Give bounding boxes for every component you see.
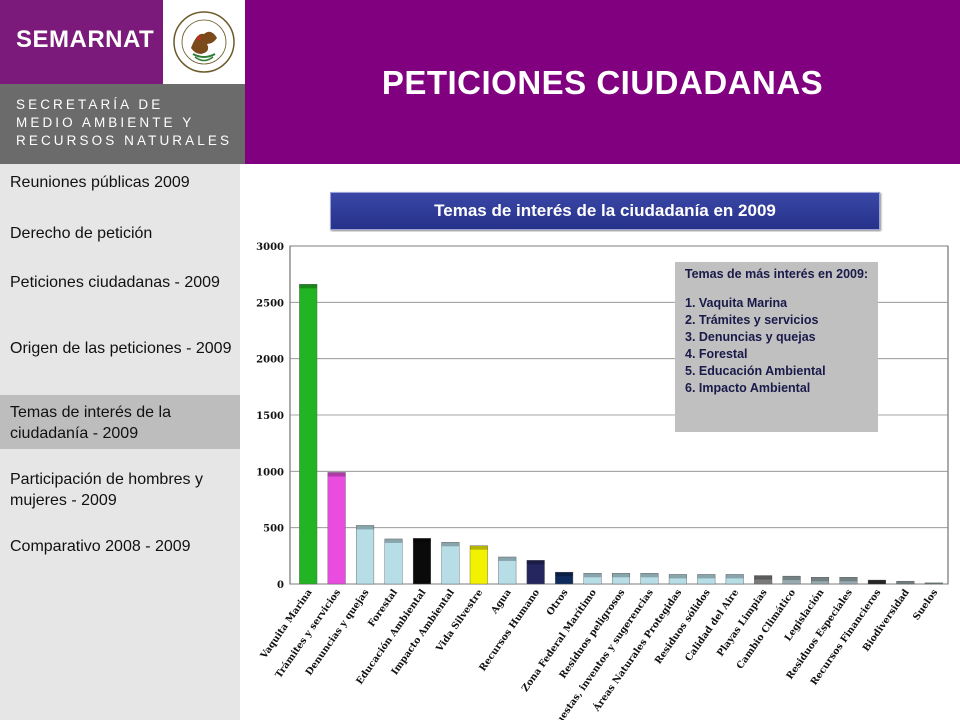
agency-name-panel bbox=[0, 84, 245, 164]
nav-item-peticiones-ciudadanas[interactable]: Peticiones ciudadanas - 2009 bbox=[10, 274, 220, 291]
nav-item-origen-peticiones[interactable]: Origen de las peticiones - 2009 bbox=[10, 340, 232, 357]
nav-item-temas-interes[interactable]: Temas de interés de la ciudadanía - 2009 bbox=[10, 404, 171, 442]
bar-cap bbox=[356, 525, 374, 530]
top-topic-item: 4. Forestal bbox=[685, 347, 748, 361]
top-topic-item: 3. Denuncias y quejas bbox=[685, 330, 816, 344]
bar-cap bbox=[924, 582, 943, 584]
bar bbox=[640, 573, 659, 585]
bar-cap bbox=[441, 542, 460, 547]
bar bbox=[327, 472, 346, 585]
nav-item-comparativo[interactable]: Comparativo 2008 - 2009 bbox=[10, 538, 191, 555]
bar bbox=[583, 573, 602, 585]
bar-cap bbox=[697, 574, 716, 579]
y-tick-label: 500 bbox=[263, 524, 284, 535]
bar-cap bbox=[640, 573, 659, 578]
bar bbox=[299, 284, 318, 585]
top-topic-item: 6. Impacto Ambiental bbox=[685, 381, 811, 395]
bar bbox=[754, 575, 773, 585]
bar bbox=[441, 542, 460, 585]
bar-cap bbox=[669, 574, 687, 579]
bar bbox=[611, 573, 631, 585]
bar bbox=[526, 560, 545, 585]
agency-line-1: SECRETARÍA DE bbox=[16, 97, 164, 112]
page-header: PETICIONES CIUDADANAS bbox=[245, 0, 960, 164]
bar bbox=[896, 580, 915, 585]
bar-cap bbox=[384, 538, 403, 543]
sidebar-nav: Reuniones públicas 2009 Derecho de petic… bbox=[0, 164, 240, 720]
bar bbox=[867, 579, 886, 585]
x-tick-label: Otros bbox=[545, 587, 571, 617]
bar bbox=[668, 574, 687, 585]
x-tick-label: Playas Limpias bbox=[715, 587, 770, 658]
bar bbox=[839, 577, 858, 585]
nav-active-highlight bbox=[0, 395, 240, 449]
agency-line-2: MEDIO AMBIENTE Y bbox=[16, 115, 195, 130]
x-tick-label: Agua bbox=[489, 587, 514, 616]
y-tick-label: 1000 bbox=[256, 467, 284, 478]
bar bbox=[924, 582, 943, 585]
divider bbox=[240, 164, 246, 232]
bar-cap bbox=[612, 573, 630, 578]
bar-cap bbox=[725, 574, 744, 579]
bar bbox=[384, 538, 403, 585]
bar-cap bbox=[782, 576, 801, 581]
bar-cap bbox=[811, 577, 829, 582]
bar-cap bbox=[583, 573, 602, 578]
agency-name: SECRETARÍA DE MEDIO AMBIENTE Y RECURSOS … bbox=[16, 96, 232, 150]
bar bbox=[725, 574, 744, 585]
top-topics-box: Temas de más interés en 2009: 1. Vaquita… bbox=[675, 262, 878, 432]
bar bbox=[811, 577, 830, 585]
bar-cap bbox=[555, 572, 573, 577]
bar-cap bbox=[299, 284, 318, 289]
top-topics-title: Temas de más interés en 2009: bbox=[684, 267, 869, 281]
y-tick-label: 2000 bbox=[256, 355, 284, 366]
x-tick-label: Vaquita Marina bbox=[258, 587, 315, 661]
national-seal-logo bbox=[163, 0, 245, 84]
agency-line-3: RECURSOS NATURALES bbox=[16, 133, 233, 148]
bar bbox=[412, 538, 431, 585]
bar-cap bbox=[470, 545, 488, 550]
bar bbox=[469, 545, 488, 585]
page-title: PETICIONES CIUDADANAS bbox=[381, 64, 824, 101]
bar-cap bbox=[526, 560, 545, 565]
bar bbox=[782, 575, 801, 585]
bar bbox=[555, 571, 574, 585]
bar-cap bbox=[896, 581, 915, 584]
bar-cap bbox=[754, 575, 772, 580]
x-tick-label: Recursos Humano bbox=[477, 587, 542, 673]
top-topic-item: 1. Vaquita Marina bbox=[685, 296, 788, 310]
top-topic-item: 2. Trámites y servicios bbox=[685, 313, 819, 327]
chart-title-banner: Temas de interés de la ciudadanía en 200… bbox=[330, 192, 880, 230]
nav-item-derecho-peticion[interactable]: Derecho de petición bbox=[10, 225, 153, 242]
y-tick-label: 3000 bbox=[256, 242, 284, 253]
x-tick-label: Suelos bbox=[911, 587, 940, 622]
bar bbox=[498, 556, 517, 585]
bar bbox=[697, 574, 716, 585]
bar-cap bbox=[413, 538, 431, 543]
bar-cap bbox=[498, 556, 517, 561]
nav-item-participacion[interactable]: Participación de hombres y mujeres - 200… bbox=[10, 471, 203, 509]
bar bbox=[356, 525, 375, 585]
brand-logo-text: SEMARNAT bbox=[16, 26, 155, 53]
top-topic-item: 5. Educación Ambiental bbox=[685, 364, 826, 378]
y-tick-label: 1500 bbox=[256, 411, 284, 422]
y-tick-label: 0 bbox=[277, 580, 284, 591]
nav-item-reuniones-publicas[interactable]: Reuniones públicas 2009 bbox=[10, 174, 190, 191]
bar-cap bbox=[327, 472, 346, 477]
bar-cap bbox=[839, 577, 858, 582]
top-topics-list: 1. Vaquita Marina 2. Trámites y servicio… bbox=[685, 295, 878, 397]
x-tick-label: Calidad del Aire bbox=[683, 587, 741, 663]
y-tick-label: 2500 bbox=[256, 298, 284, 309]
bar-cap bbox=[868, 580, 886, 584]
eagle-seal-icon bbox=[173, 11, 235, 73]
